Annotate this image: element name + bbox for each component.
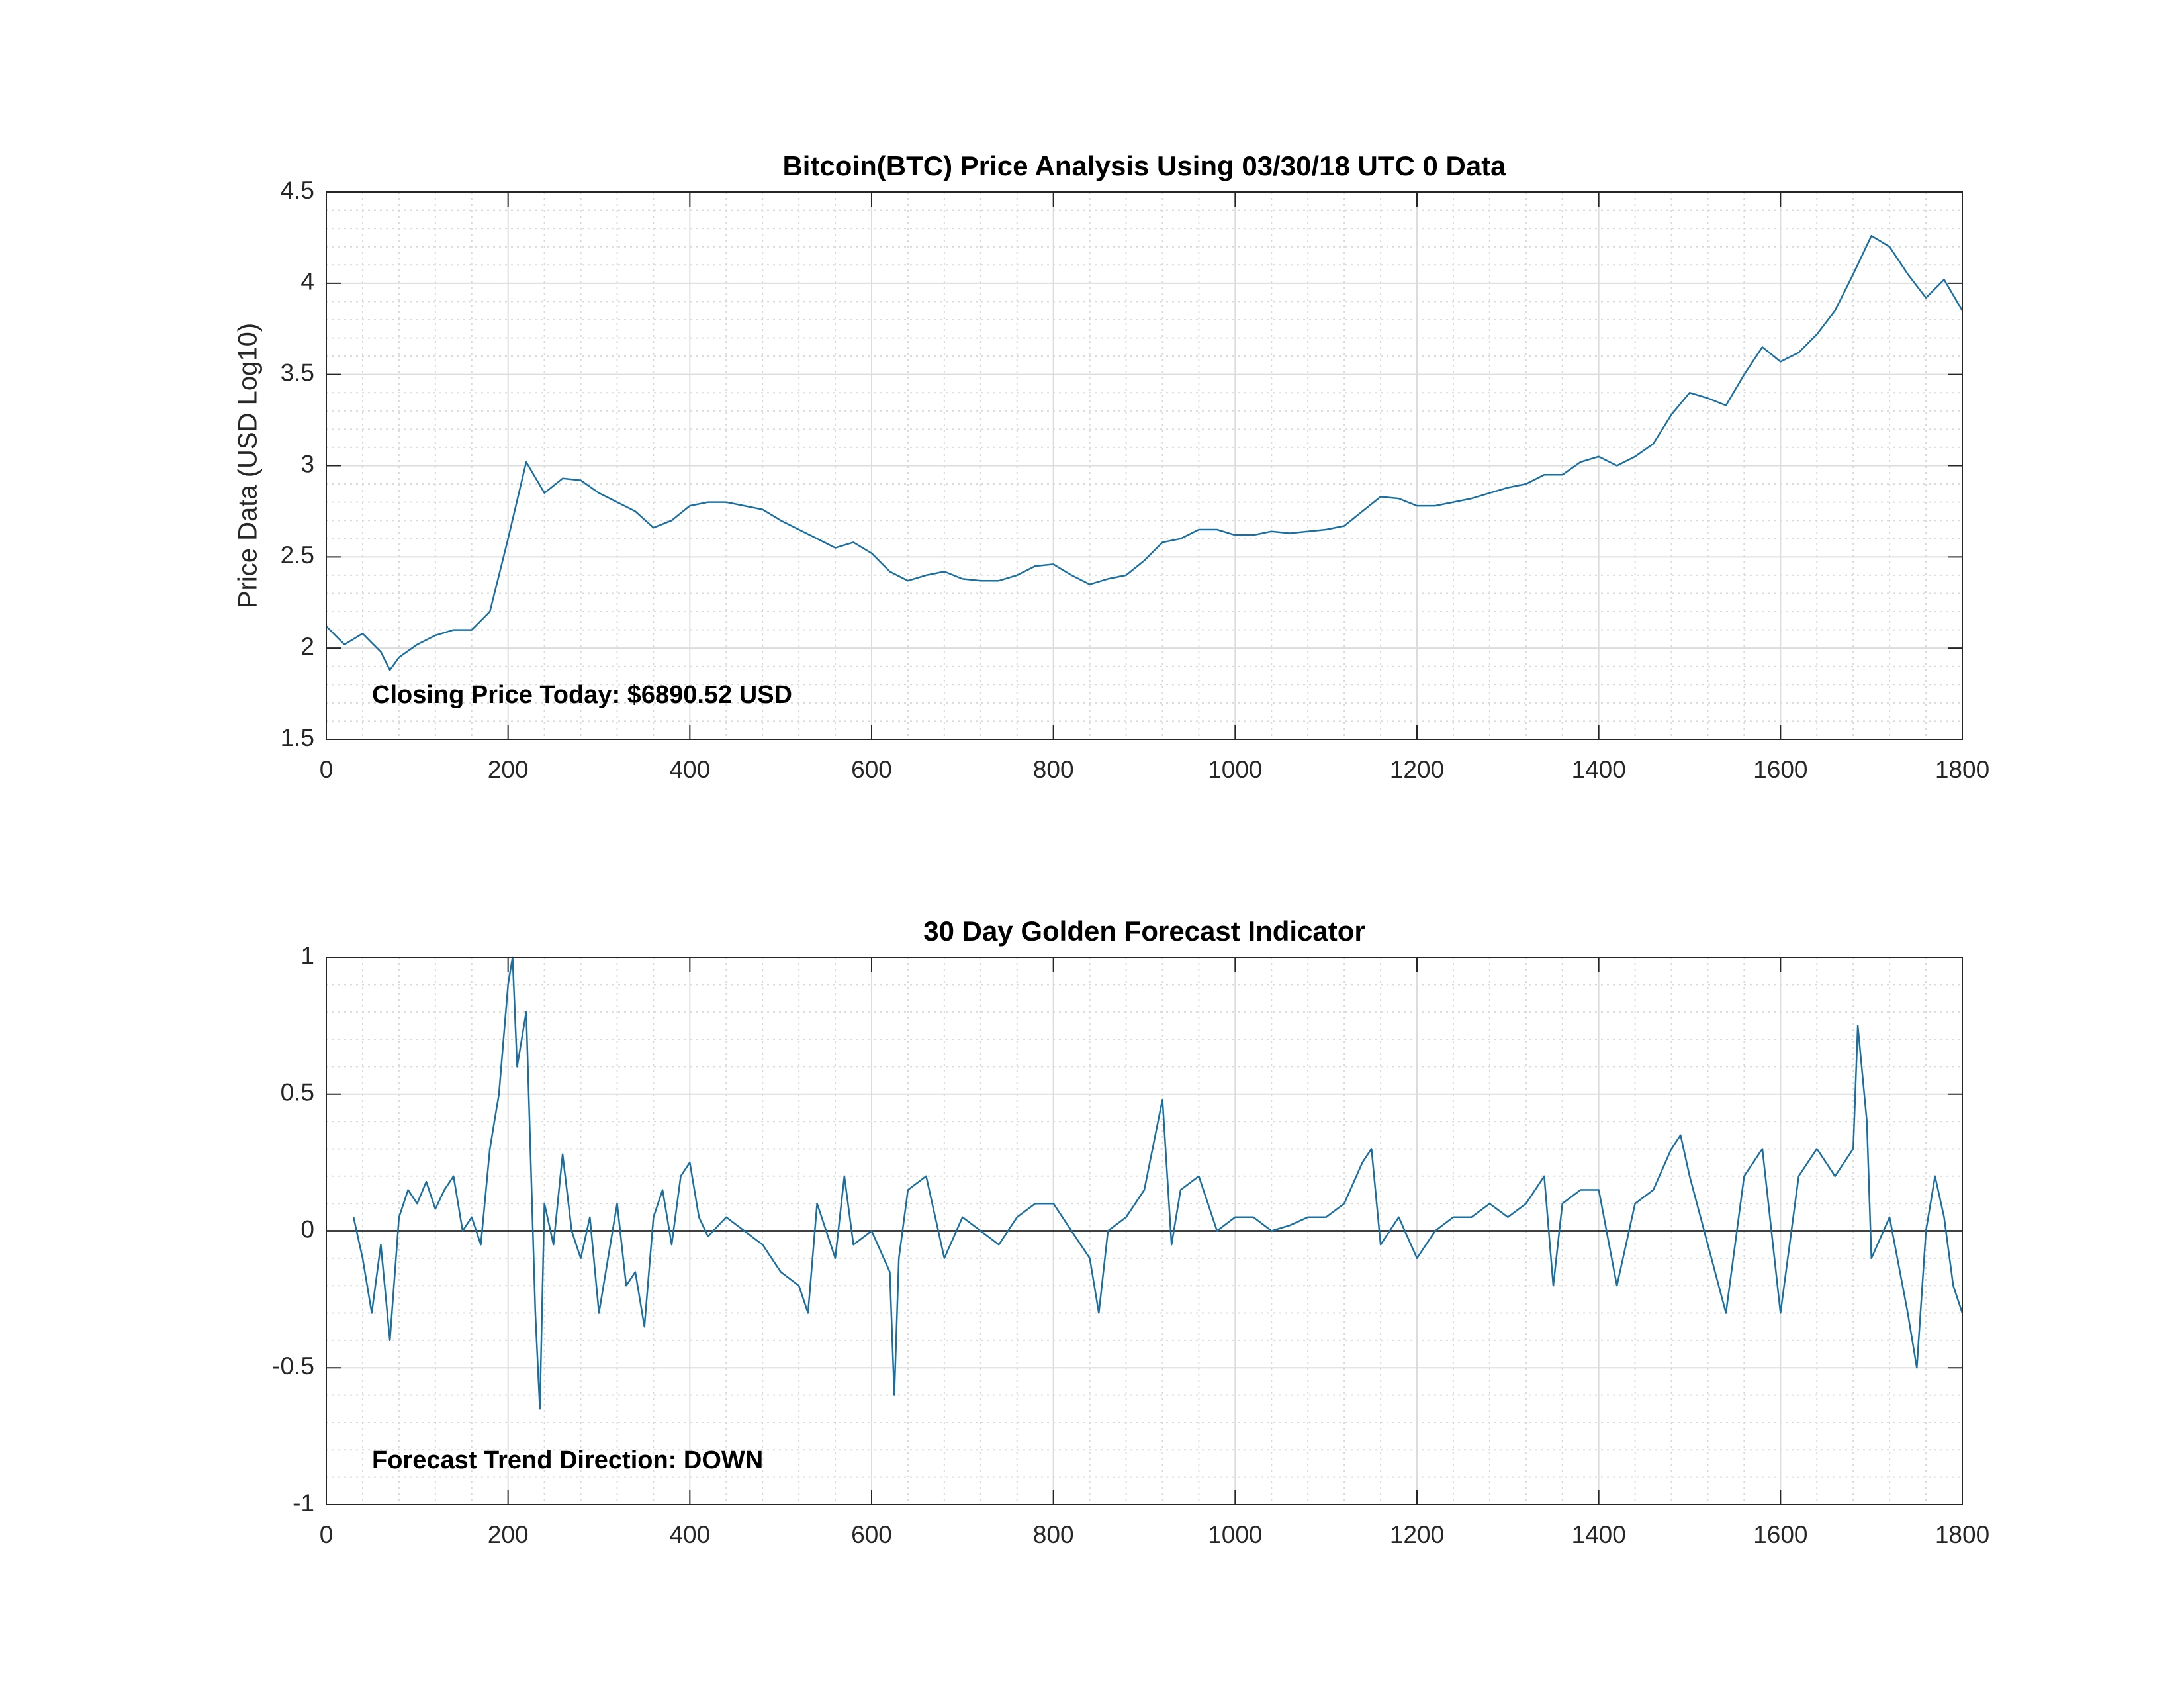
y-tick-label: 0 (300, 1215, 314, 1243)
y-tick-label: 0.5 (281, 1079, 314, 1106)
y-axis-label: Price Data (USD Log10) (234, 323, 263, 608)
x-tick-label: 400 (669, 756, 710, 783)
y-tick-label: 4.5 (281, 177, 314, 204)
annotation: Closing Price Today: $6890.52 USD (372, 681, 792, 709)
x-tick-label: 1400 (1572, 756, 1626, 783)
x-tick-label: 600 (851, 756, 892, 783)
chart-title: 30 Day Golden Forecast Indicator (923, 915, 1365, 947)
x-tick-label: 800 (1033, 1521, 1074, 1548)
x-tick-label: 1400 (1572, 1521, 1626, 1548)
y-tick-label: 4 (300, 268, 314, 295)
x-tick-label: 0 (320, 756, 334, 783)
y-tick-label: -1 (293, 1489, 314, 1517)
annotation: Forecast Trend Direction: DOWN (372, 1446, 763, 1474)
x-tick-label: 800 (1033, 756, 1074, 783)
x-tick-label: 1200 (1390, 1521, 1444, 1548)
axes-box (326, 957, 1963, 1505)
x-tick-label: 0 (320, 1521, 334, 1548)
x-tick-label: 1000 (1208, 1521, 1262, 1548)
y-tick-label: 2.5 (281, 541, 314, 569)
price-line (326, 234, 1964, 671)
x-tick-label: 400 (669, 1521, 710, 1548)
x-tick-label: 1200 (1390, 756, 1444, 783)
y-tick-label: 3.5 (281, 359, 314, 386)
price-line (352, 956, 1964, 1410)
x-tick-label: 200 (488, 1521, 529, 1548)
x-tick-label: 200 (488, 756, 529, 783)
x-tick-label: 600 (851, 1521, 892, 1548)
x-tick-label: 1800 (1935, 756, 1989, 783)
chart-title: Bitcoin(BTC) Price Analysis Using 03/30/… (782, 150, 1506, 181)
axes-box (326, 191, 1963, 740)
y-tick-label: 1 (300, 942, 314, 969)
y-tick-label: 3 (300, 450, 314, 477)
y-tick-label: 2 (300, 633, 314, 660)
x-tick-label: 1600 (1753, 756, 1807, 783)
x-tick-label: 1800 (1935, 1521, 1989, 1548)
x-tick-label: 1600 (1753, 1521, 1807, 1548)
x-tick-label: 1000 (1208, 756, 1262, 783)
y-tick-label: 1.5 (281, 724, 314, 751)
y-tick-label: -0.5 (272, 1352, 314, 1380)
